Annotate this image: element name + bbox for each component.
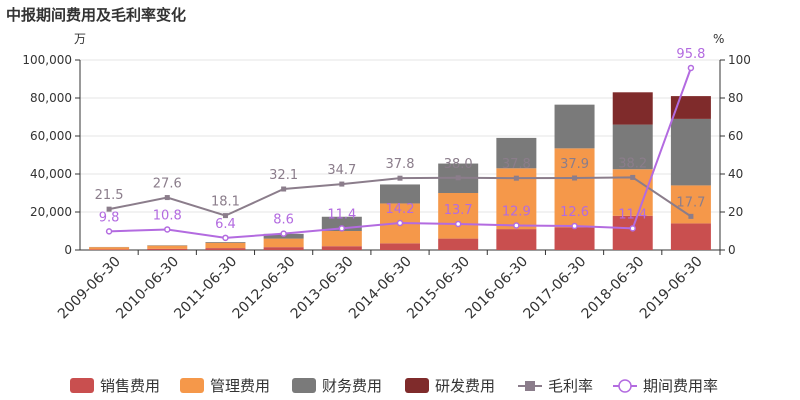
data-point[interactable] [397,175,403,181]
data-point[interactable] [571,222,578,230]
left-axis-unit: 万 [74,32,86,46]
data-label: 37.8 [386,157,415,172]
legend-marker [618,379,632,393]
right-tick-label: 0 [728,243,736,257]
bar-segment[interactable] [496,137,537,169]
data-label: 18.1 [211,195,240,210]
left-tick-label: 0 [64,243,72,257]
bar-segment[interactable] [147,245,188,249]
bar-segment[interactable] [205,242,246,249]
right-tick-label: 20 [728,205,743,219]
data-point[interactable] [339,181,345,187]
bar-segment[interactable] [670,118,711,186]
legend-swatch [180,378,204,393]
data-label: 38.2 [618,156,647,171]
legend-label: 销售费用 [100,377,160,395]
data-label: 37.8 [502,157,531,172]
data-label: 11.4 [618,207,647,222]
right-tick-label: 40 [728,167,743,181]
data-point[interactable] [222,234,229,242]
bar-segment[interactable] [438,193,479,239]
data-point[interactable] [513,175,519,181]
bar-segment[interactable] [670,223,711,250]
data-label: 38.0 [444,157,473,172]
bar-segment[interactable] [612,92,653,125]
chart-title: 中报期间费用及毛利率变化 [6,6,186,24]
left-tick-label: 20,000 [30,205,72,219]
data-point[interactable] [396,219,404,227]
data-point[interactable] [105,228,113,235]
legend-label: 毛利率 [548,377,593,395]
data-point[interactable] [513,222,520,229]
data-label: 95.8 [676,47,705,62]
bar-segment[interactable] [438,238,479,250]
bar-segment[interactable] [670,96,711,119]
left-tick-label: 80,000 [30,91,72,105]
bar-segment[interactable] [205,248,246,250]
data-point[interactable] [280,230,287,237]
left-tick-label: 60,000 [30,129,72,143]
bar-segment[interactable] [89,247,130,250]
data-point[interactable] [572,175,578,181]
legend: 销售费用 管理费用 财务费用 研发费用 毛利率 期间费用率 [70,377,718,395]
bar-segment[interactable] [205,242,246,243]
data-label: 12.9 [502,204,531,219]
bar-segment[interactable] [612,215,653,250]
legend-label: 管理费用 [210,377,270,395]
data-label: 14.2 [386,202,415,217]
legend-swatch [292,378,316,393]
data-point[interactable] [688,213,694,219]
data-label: 21.5 [95,188,124,203]
right-tick-label: 100 [728,53,751,67]
bar-segment[interactable] [89,249,130,250]
data-point[interactable] [629,225,636,232]
left-tick-label: 40,000 [30,167,72,181]
data-point[interactable] [338,225,346,232]
data-point[interactable] [630,174,636,180]
legend-swatch [70,378,94,393]
legend-label: 财务费用 [322,377,382,395]
data-point[interactable] [106,206,112,212]
right-tick-label: 80 [728,91,743,105]
legend-label: 研发费用 [435,377,495,395]
data-point[interactable] [455,175,461,181]
left-tick-label: 100,000 [22,53,72,67]
data-point[interactable] [164,195,170,201]
bar-segment[interactable] [263,247,304,250]
legend-marker [525,381,535,391]
bar-segment[interactable] [380,243,420,250]
data-label: 12.6 [560,205,589,220]
bar-segment[interactable] [321,246,362,250]
data-point[interactable] [281,186,287,192]
data-label: 32.1 [269,168,298,183]
right-axis-unit: % [713,32,724,46]
data-label: 27.6 [153,177,182,192]
data-label: 34.7 [327,163,356,178]
data-label: 13.7 [444,203,473,218]
data-label: 11.4 [327,207,356,222]
data-point[interactable] [222,213,228,219]
data-label: 17.7 [676,195,705,210]
bar-segment[interactable] [496,229,537,250]
data-label: 10.8 [153,208,182,223]
bar-segment[interactable] [554,148,595,228]
bar-segment[interactable] [321,231,362,247]
data-point[interactable] [164,226,171,233]
right-tick-label: 60 [728,129,743,143]
bar-segment[interactable] [380,184,420,204]
data-point[interactable] [687,64,695,72]
data-point[interactable] [454,220,462,228]
data-label: 6.4 [215,217,236,232]
bar-segment[interactable] [554,227,595,250]
bar-segment[interactable] [554,104,595,149]
data-label: 8.6 [273,213,294,228]
bar-segment[interactable] [612,124,653,170]
data-label: 37.9 [560,157,589,172]
data-label: 9.8 [99,210,120,225]
legend-swatch [405,378,429,393]
bar-segment[interactable] [147,248,188,250]
legend-label: 期间费用率 [643,377,718,395]
bar-segment[interactable] [263,238,304,248]
